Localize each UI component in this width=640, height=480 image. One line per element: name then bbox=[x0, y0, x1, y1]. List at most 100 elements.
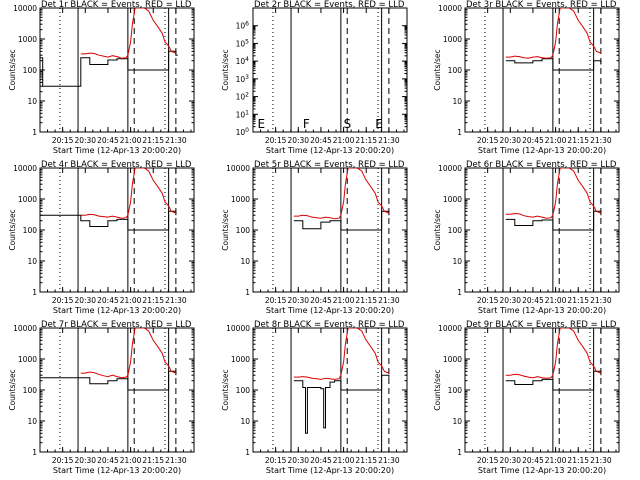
event-marker-label: F bbox=[303, 117, 310, 131]
panel-8: Det 8r BLACK = Events, RED = LLD 1 10 100 10… bbox=[221, 320, 408, 475]
x-tick-label: 20:45 bbox=[310, 136, 332, 145]
panel-6: Det 6r BLACK = Events, RED = LLD 1 10 100 10… bbox=[433, 160, 620, 315]
x-tick-label: 21:00 bbox=[545, 456, 567, 465]
y-tick-label: 1000 bbox=[231, 355, 250, 364]
y-tick-label: 10 bbox=[27, 417, 37, 426]
x-tick-label: 20:30 bbox=[74, 296, 96, 305]
x-tick-label: 21:00 bbox=[545, 296, 567, 305]
x-tick-label: 21:30 bbox=[165, 456, 187, 465]
x-tick-label: 21:15 bbox=[355, 136, 377, 145]
x-tick-label: 21:15 bbox=[355, 456, 377, 465]
panel-title: Det 1r BLACK = Events, RED = LLD bbox=[41, 0, 192, 10]
y-tick-label: 100 bbox=[23, 66, 38, 75]
y-tick-label: 1000 bbox=[443, 195, 462, 204]
x-tick-label: 20:45 bbox=[97, 296, 119, 305]
events-series-line bbox=[40, 370, 177, 391]
x-axis-label: Start Time (12-Apr-13 20:00:20) bbox=[266, 146, 394, 155]
x-tick-label: 21:30 bbox=[165, 136, 187, 145]
events-series-line bbox=[293, 210, 390, 231]
x-tick-label: 21:30 bbox=[590, 296, 612, 305]
y-tick-label: 10 bbox=[240, 257, 250, 266]
panel-7: Det 7r BLACK = Events, RED = LLD 1 10 100 10… bbox=[8, 320, 195, 475]
lld-series-line bbox=[505, 168, 602, 219]
y-tick-label: 10000 bbox=[438, 164, 462, 173]
y-tick-label: 10000 bbox=[438, 324, 462, 333]
y-axis-label: Counts/sec bbox=[221, 209, 230, 250]
y-axis-label: Counts/sec bbox=[433, 369, 442, 410]
events-series-line bbox=[40, 50, 178, 87]
panel-title: Det 2r BLACK = Events, RED = LLD bbox=[254, 0, 405, 10]
x-tick-label: 21:00 bbox=[333, 296, 355, 305]
y-tick-label: 10 bbox=[452, 257, 462, 266]
x-tick-label: 20:45 bbox=[310, 296, 332, 305]
x-tick-label: 21:15 bbox=[142, 456, 164, 465]
lld-series-line bbox=[80, 168, 177, 219]
y-tick-label: 10 bbox=[27, 97, 37, 106]
lld-series-line bbox=[293, 168, 390, 220]
panel-title: Det 9r BLACK = Events, RED = LLD bbox=[466, 320, 617, 330]
x-axis-label: Start Time (12-Apr-13 20:00:20) bbox=[53, 466, 181, 475]
x-tick-label: 21:30 bbox=[378, 296, 400, 305]
y-tick-label: 10 bbox=[27, 257, 37, 266]
y-tick-label: 10000 bbox=[13, 4, 37, 13]
plot-frame bbox=[39, 327, 195, 453]
x-tick-label: 20:30 bbox=[499, 296, 521, 305]
lld-series-line bbox=[293, 328, 390, 380]
x-tick-label: 21:30 bbox=[165, 296, 187, 305]
plot-frame bbox=[39, 7, 195, 133]
x-axis-label: Start Time (12-Apr-13 20:00:20) bbox=[478, 146, 606, 155]
events-series-line bbox=[293, 374, 390, 434]
plot-area bbox=[272, 168, 390, 292]
y-tick-label: 1 bbox=[457, 288, 462, 297]
x-tick-label: 21:00 bbox=[120, 456, 142, 465]
x-tick-label: 21:30 bbox=[378, 456, 400, 465]
y-tick-label: 10000 bbox=[13, 164, 37, 173]
y-tick-label: 104 bbox=[236, 56, 250, 66]
x-tick-label: 20:45 bbox=[522, 136, 544, 145]
x-tick-label: 20:45 bbox=[522, 456, 544, 465]
panel-title: Det 3r BLACK = Events, RED = LLD bbox=[466, 0, 617, 10]
y-tick-label: 100 bbox=[23, 386, 38, 395]
y-tick-label: 10000 bbox=[438, 4, 462, 13]
x-tick-label: 21:00 bbox=[333, 456, 355, 465]
x-axis-label: Start Time (12-Apr-13 20:00:20) bbox=[53, 146, 181, 155]
x-tick-label: 20:30 bbox=[74, 456, 96, 465]
panel-title: Det 7r BLACK = Events, RED = LLD bbox=[41, 320, 192, 330]
x-tick-label: 21:30 bbox=[590, 136, 612, 145]
y-tick-label: 1 bbox=[245, 288, 250, 297]
x-tick-label: 20:15 bbox=[265, 456, 287, 465]
y-tick-label: 100 bbox=[236, 226, 251, 235]
plot-frame bbox=[252, 327, 408, 453]
x-tick-label: 20:45 bbox=[97, 136, 119, 145]
x-tick-label: 20:15 bbox=[477, 136, 499, 145]
plot-area bbox=[484, 168, 602, 292]
x-tick-label: 21:00 bbox=[120, 136, 142, 145]
plot-frame bbox=[464, 7, 620, 133]
panel-title: Det 4r BLACK = Events, RED = LLD bbox=[41, 160, 192, 170]
x-axis-label: Start Time (12-Apr-13 20:00:20) bbox=[266, 466, 394, 475]
panel-title: Det 6r BLACK = Events, RED = LLD bbox=[466, 160, 617, 170]
plot-area bbox=[484, 328, 602, 452]
x-tick-label: 20:30 bbox=[74, 136, 96, 145]
plot-area bbox=[484, 8, 602, 132]
panel-title: Det 5r BLACK = Events, RED = LLD bbox=[254, 160, 405, 170]
x-tick-label: 20:45 bbox=[522, 296, 544, 305]
y-axis-label: Counts/sec bbox=[221, 369, 230, 410]
plot-frame bbox=[39, 167, 195, 293]
x-tick-label: 21:15 bbox=[567, 296, 589, 305]
lld-series-line bbox=[80, 8, 177, 59]
y-tick-label: 1000 bbox=[18, 355, 37, 364]
y-tick-label: 10000 bbox=[13, 324, 37, 333]
x-tick-label: 21:15 bbox=[355, 296, 377, 305]
y-tick-label: 10 bbox=[240, 417, 250, 426]
events-series-line bbox=[505, 370, 602, 391]
lld-series-line bbox=[505, 328, 602, 379]
x-tick-label: 21:30 bbox=[378, 136, 400, 145]
x-axis-label: Start Time (12-Apr-13 20:00:20) bbox=[478, 466, 606, 475]
y-tick-label: 1 bbox=[32, 448, 37, 457]
x-tick-label: 20:30 bbox=[287, 296, 309, 305]
plot-frame bbox=[464, 167, 620, 293]
event-marker-label: S bbox=[344, 117, 352, 131]
y-tick-label: 1 bbox=[245, 448, 250, 457]
